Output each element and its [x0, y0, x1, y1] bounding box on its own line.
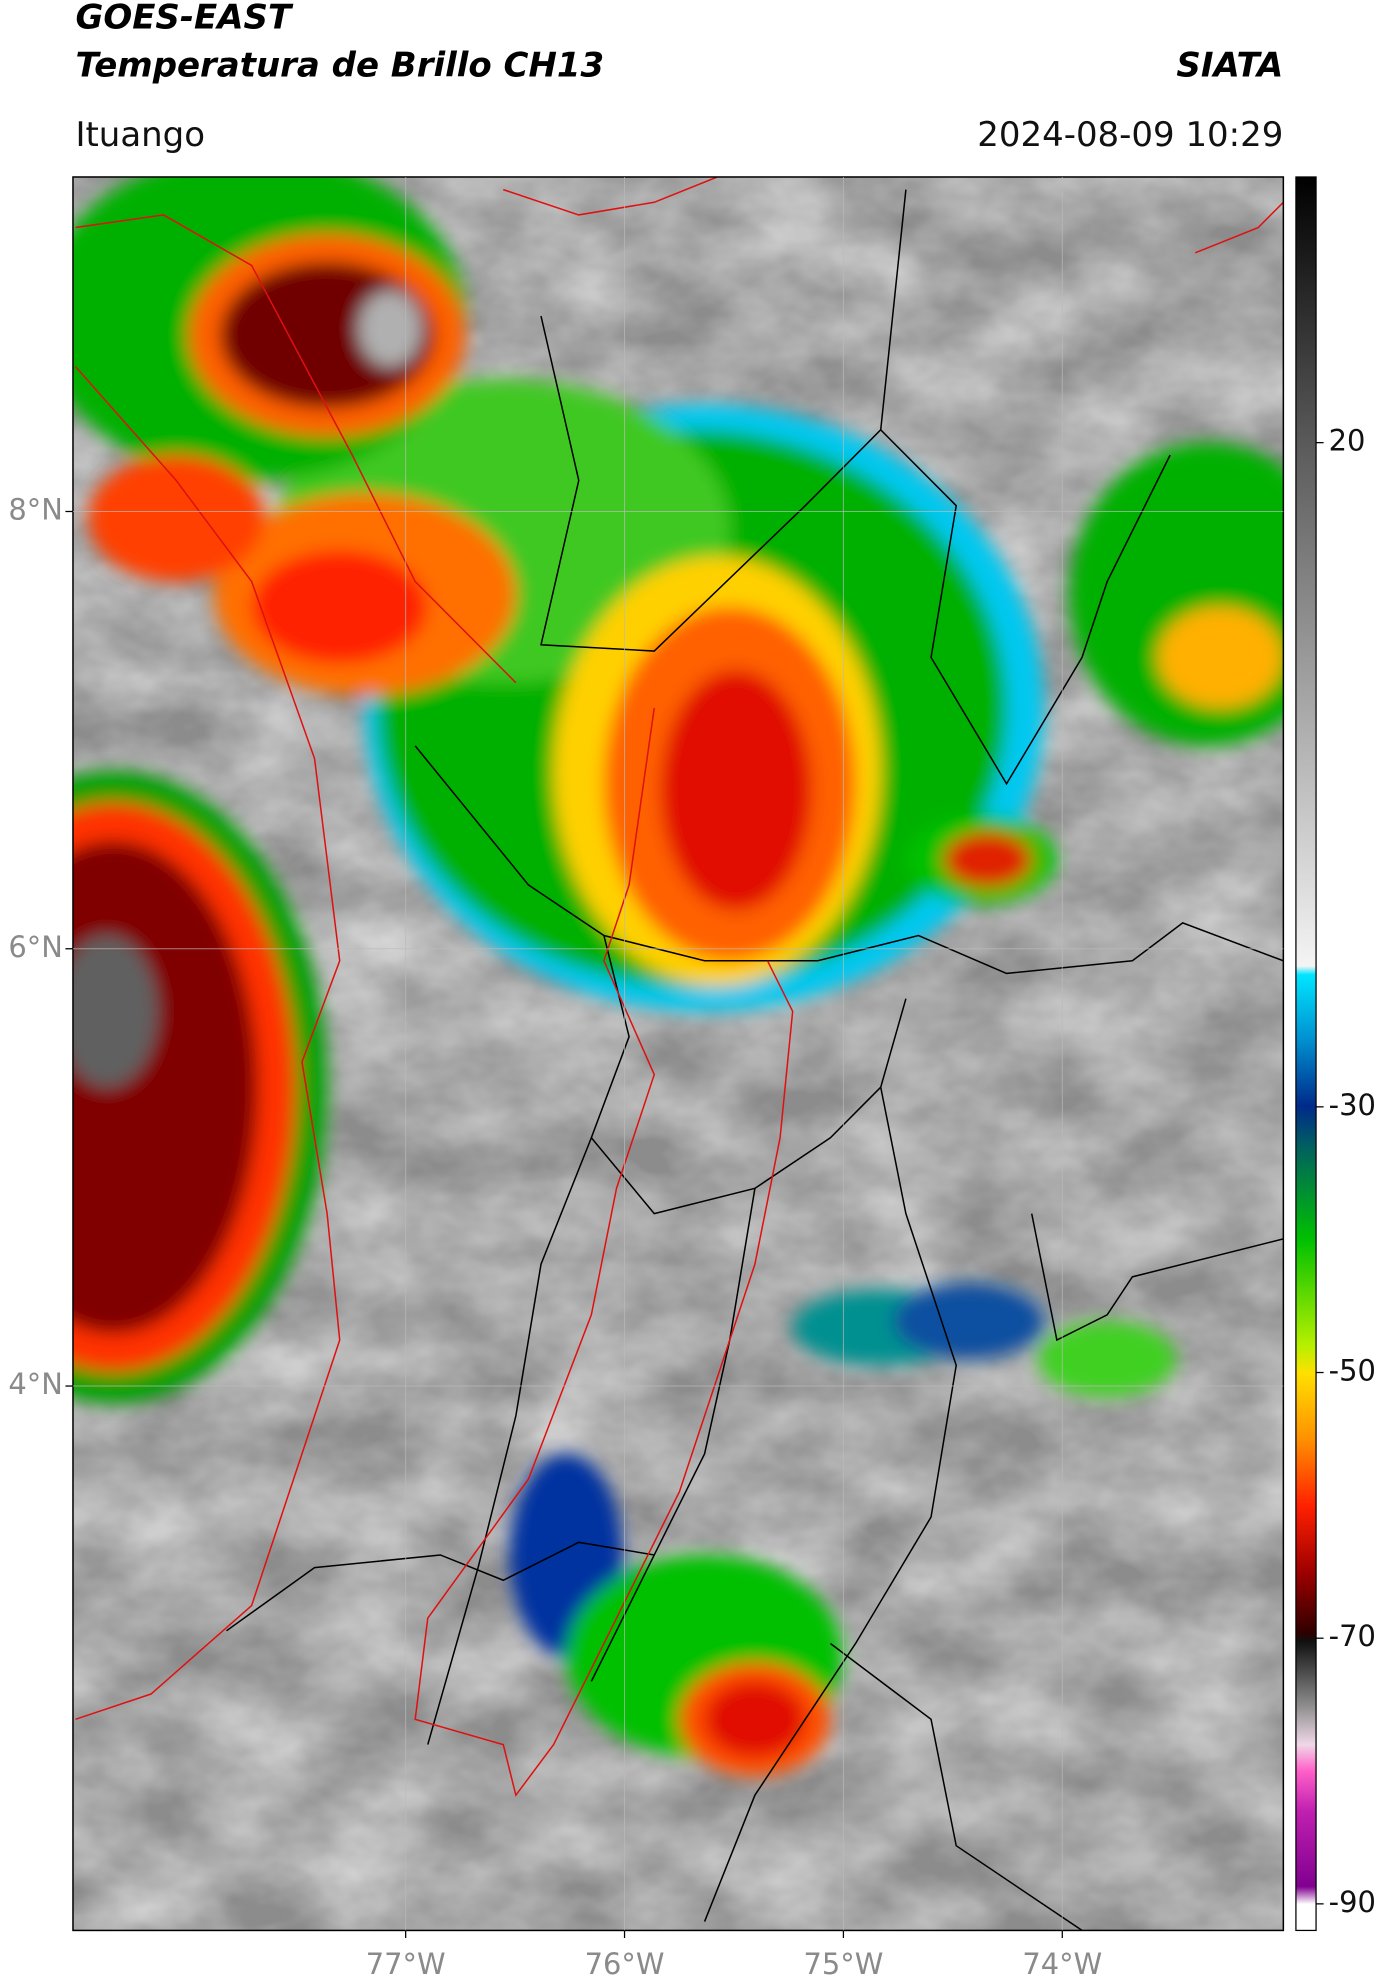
datetime: 2024-08-09 10:29 — [977, 115, 1283, 155]
x-tick-label: 74°W — [1022, 1947, 1102, 1981]
y-tick-label: 8°N — [8, 492, 63, 526]
map-frame — [72, 176, 1285, 1932]
colorbar-tick-label: -30 — [1329, 1088, 1376, 1122]
source: SIATA — [1176, 45, 1283, 85]
colorbar — [1295, 176, 1317, 1932]
subtitle: Temperatura de Brillo CH13 — [75, 45, 604, 85]
satellite-image — [72, 176, 1284, 1931]
title: GOES-EAST — [75, 0, 293, 38]
colorbar-tick-label: 20 — [1329, 424, 1366, 458]
y-tick-label: 6°N — [8, 930, 63, 964]
x-tick-label: 76°W — [585, 1947, 665, 1981]
colorbar-tick-label: -50 — [1329, 1353, 1376, 1387]
x-tick-label: 75°W — [803, 1947, 883, 1981]
y-tick-label: 4°N — [8, 1367, 63, 1401]
colorbar-tick-label: -90 — [1329, 1885, 1376, 1919]
colorbar-tick-label: -70 — [1329, 1619, 1376, 1653]
x-tick-label: 77°W — [366, 1947, 446, 1981]
location: Ituango — [75, 115, 205, 155]
